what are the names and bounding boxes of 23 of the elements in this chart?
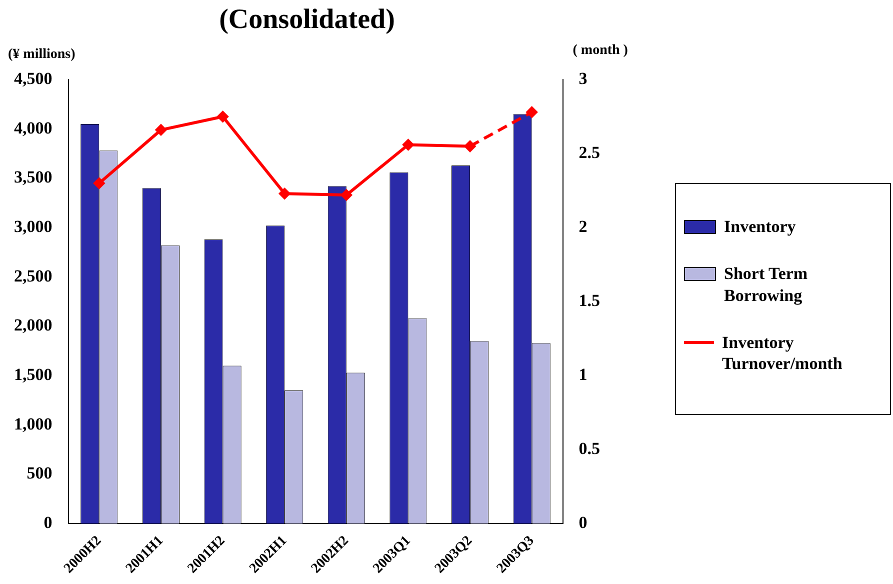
- legend-label: Inventory: [724, 216, 796, 238]
- y-tick-label: 4,000: [14, 118, 52, 138]
- y2-tick-label: 2.5: [578, 143, 600, 162]
- y-tick-label: 4,500: [14, 68, 52, 88]
- y-tick-label: 3,500: [14, 168, 52, 187]
- y-tick-label: 3,000: [14, 217, 52, 236]
- y2-tick-label: 0.5: [578, 439, 600, 458]
- y-tick-label: 1,000: [14, 414, 52, 434]
- y2-axis-title: ( month ): [572, 43, 628, 58]
- y2-tick-label: 2: [578, 217, 588, 236]
- legend-label: Short Term Borrowing: [724, 263, 809, 306]
- y2-tick-label: 1.5: [578, 291, 600, 310]
- y-tick-label: 2,500: [14, 266, 52, 286]
- legend-label: Inventory Turnover/month: [722, 332, 844, 374]
- y2-tick-label: 1: [578, 365, 588, 384]
- y-tick-label: 1,500: [14, 365, 52, 384]
- y2-tick-label: 0: [578, 513, 588, 532]
- y-tick-label: 2,000: [14, 316, 52, 335]
- chart-title: (Consolidated): [219, 4, 395, 36]
- y-tick-label: 0: [44, 513, 52, 532]
- y-axis-title: (¥ millions): [8, 47, 76, 62]
- y-tick-label: 500: [26, 464, 52, 483]
- y2-tick-label: 3: [578, 68, 588, 88]
